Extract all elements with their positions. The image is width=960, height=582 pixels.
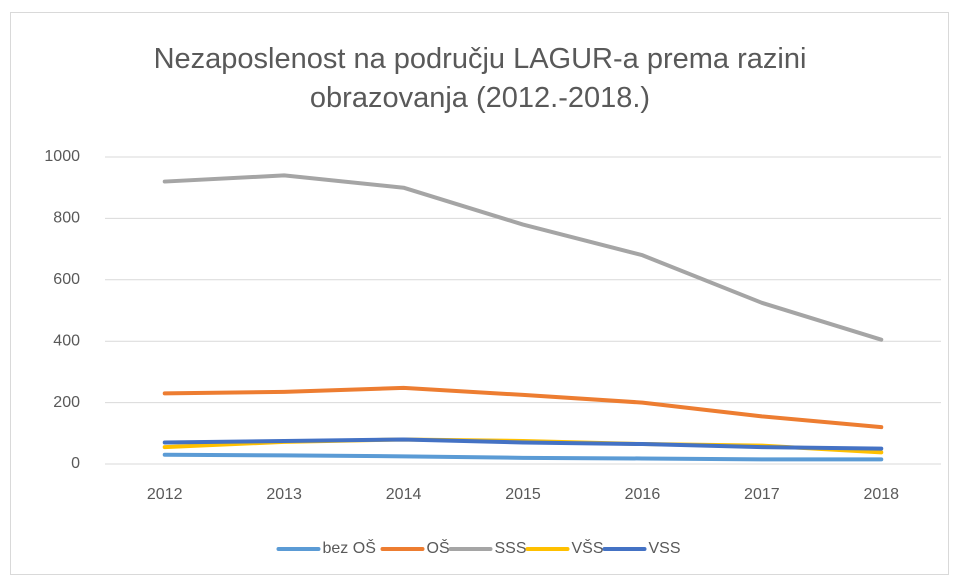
legend-label: SSS — [495, 540, 527, 557]
legend-label: VŠS — [572, 538, 604, 557]
x-tick-label: 2015 — [505, 486, 541, 503]
x-tick-label: 2016 — [625, 486, 661, 503]
x-tick-label: 2018 — [863, 486, 899, 503]
legend-label: OŠ — [427, 538, 450, 557]
chart-border — [10, 12, 949, 575]
series-line — [162, 173, 884, 342]
y-tick-label: 600 — [53, 271, 80, 288]
legend-label: VSS — [649, 540, 681, 557]
series-line — [162, 437, 884, 451]
chart-title: Nezaposlenost na području LAGUR-a prema … — [153, 43, 807, 114]
legend-label: bez OŠ — [323, 538, 376, 557]
series-line — [162, 452, 884, 462]
x-tick-label: 2012 — [147, 486, 183, 503]
y-tick-label: 0 — [71, 455, 80, 472]
y-tick-label: 1000 — [44, 148, 80, 165]
series-line — [162, 385, 884, 430]
x-tick-label: 2013 — [266, 486, 302, 503]
x-tick-label: 2014 — [386, 486, 422, 503]
y-tick-label: 400 — [53, 332, 80, 349]
y-tick-label: 800 — [53, 210, 80, 227]
x-tick-label: 2017 — [744, 486, 780, 503]
y-tick-label: 200 — [53, 394, 80, 411]
